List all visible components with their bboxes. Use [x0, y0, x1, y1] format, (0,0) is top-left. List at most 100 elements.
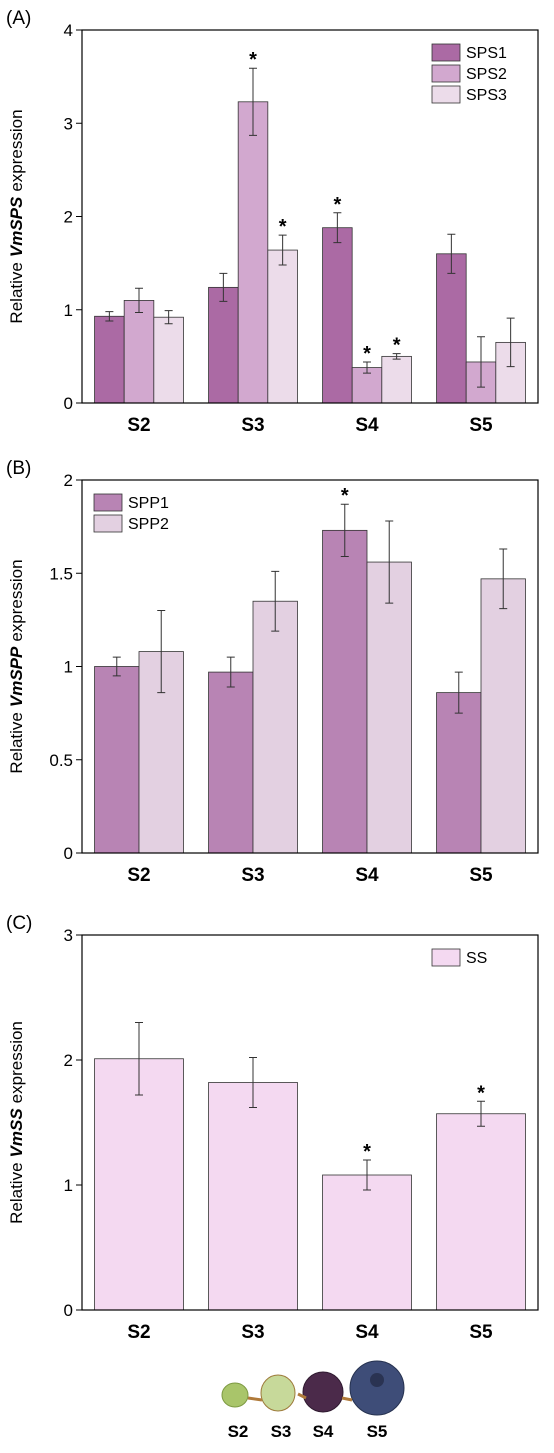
fruit-stems [247, 1392, 353, 1402]
stage-label: S5 [367, 1422, 388, 1441]
x-tick-label: S2 [127, 865, 150, 886]
error-bar [506, 317, 515, 368]
y-tick-label: 1 [64, 658, 73, 677]
error-bar [135, 1022, 143, 1096]
error-bar [340, 503, 349, 557]
bar [322, 529, 368, 854]
x-tick-label: S4 [355, 1322, 379, 1343]
bar [267, 249, 298, 404]
bar [208, 671, 254, 854]
y-axis-label: Relative VmSS expression [7, 1021, 26, 1224]
x-tick-label: S3 [241, 865, 264, 886]
x-tick-label: S2 [127, 415, 150, 436]
x-tick-label: S3 [241, 1322, 264, 1343]
bar [322, 1174, 412, 1311]
x-tick-label: S5 [469, 865, 493, 886]
error-bar [499, 548, 508, 610]
x-tick-label: S5 [469, 1322, 493, 1343]
error-bar [157, 610, 166, 694]
significance-mark: * [363, 1141, 371, 1163]
y-tick-label: 0 [64, 394, 73, 413]
y-tick-label: 1 [64, 301, 73, 320]
y-axis-label-part: expression [7, 109, 26, 191]
error-bar [363, 361, 371, 374]
x-tick-label: S4 [355, 865, 379, 886]
panel: (A) Relative VmSPS expression 0 1 2 3 4 S2 S3 * * S4 *… [6, 8, 539, 436]
bar [153, 316, 184, 404]
bar [94, 1058, 184, 1311]
y-tick-label: 1.5 [49, 564, 73, 583]
y-axis-label-part: VmSS [7, 1108, 26, 1158]
fruit-s5-crown [370, 1373, 384, 1387]
legend-swatch [93, 493, 123, 512]
legend-label: SPS3 [466, 87, 507, 104]
y-tick-label: 0 [64, 1301, 73, 1320]
error-bar [477, 1100, 485, 1127]
legend-label: SPS1 [466, 45, 507, 62]
x-tick-label: S4 [355, 415, 379, 436]
plot-frame [81, 479, 539, 854]
fruit-s5 [349, 1360, 405, 1416]
y-axis-label-part: VmSPS [7, 196, 26, 257]
significance-mark: * [341, 485, 349, 507]
y-axis-label-part: Relative [7, 262, 26, 323]
legend-swatch [93, 514, 123, 533]
y-tick-label: 2 [64, 208, 73, 227]
error-bar [333, 212, 342, 244]
y-axis-label-part: expression [7, 1021, 26, 1103]
error-bar [164, 310, 173, 325]
bar [322, 227, 353, 404]
y-tick-label: 0 [64, 844, 73, 863]
bar [436, 692, 482, 854]
significance-mark: * [393, 335, 401, 357]
error-bar [105, 311, 114, 322]
error-bar [249, 67, 257, 136]
bar [436, 1113, 526, 1311]
y-tick-label: 1 [64, 1176, 73, 1195]
bar [436, 253, 467, 404]
y-tick-label: 2 [64, 471, 73, 490]
fruit-s3 [260, 1374, 296, 1412]
y-axis-label-part: VmSPP [7, 646, 26, 707]
error-bar [249, 1057, 257, 1108]
bar [237, 101, 269, 404]
y-axis-label-part: Relative [7, 1162, 26, 1223]
legend-label: SPP1 [128, 495, 169, 512]
significance-mark: * [333, 194, 341, 216]
legend-label: SPP2 [128, 516, 169, 533]
panel-label: (C) [6, 913, 32, 934]
fruit-illustration [221, 1360, 405, 1416]
error-bar [454, 671, 463, 714]
error-bar [271, 570, 280, 632]
x-tick-label: S3 [241, 415, 264, 436]
bar [480, 578, 526, 854]
y-axis-label-part: expression [7, 559, 26, 641]
panel-label: (B) [6, 458, 31, 479]
y-tick-label: 0.5 [49, 751, 73, 770]
significance-mark: * [249, 49, 257, 71]
bar [252, 600, 298, 854]
bar [94, 666, 140, 854]
legend-label: SPS2 [466, 66, 507, 83]
y-tick-label: 3 [64, 114, 73, 133]
error-bar [385, 520, 394, 604]
panel: (C) Relative VmSS expression 0 1 2 3 S2 S3 S4 * S5 * S… [6, 913, 539, 1343]
error-bar [226, 656, 235, 688]
bar [123, 300, 155, 404]
bar [208, 286, 239, 404]
significance-mark: * [279, 216, 287, 238]
legend-swatch [431, 43, 461, 62]
bar [381, 355, 412, 404]
fruit-s4 [302, 1371, 344, 1413]
bar [208, 1082, 298, 1311]
error-bar [477, 336, 485, 388]
significance-mark: * [477, 1082, 485, 1104]
stage-label: S4 [313, 1422, 334, 1441]
significance-mark: * [363, 343, 371, 365]
x-tick-label: S2 [127, 1322, 150, 1343]
y-axis-label: Relative VmSPP expression [7, 559, 26, 773]
y-tick-label: 2 [64, 1051, 73, 1070]
fruit-s2 [221, 1382, 249, 1408]
error-bar [219, 272, 228, 302]
